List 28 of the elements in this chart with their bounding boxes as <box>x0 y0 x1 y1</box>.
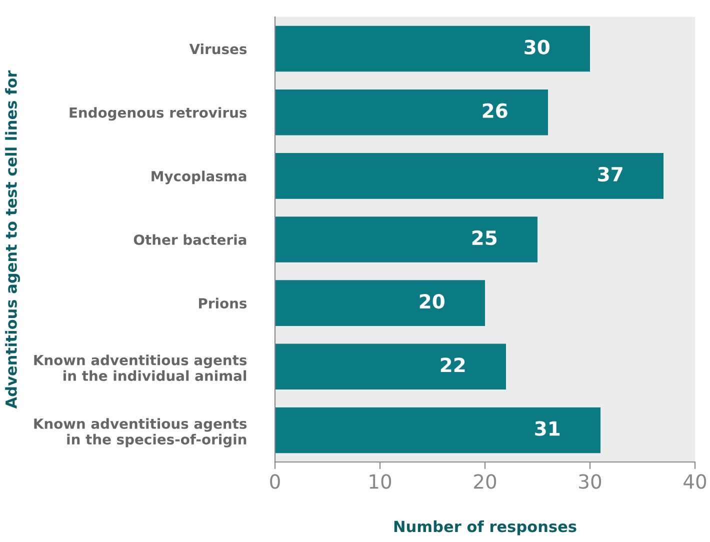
data-label: 31 <box>535 421 560 436</box>
data-label: 22 <box>440 358 465 372</box>
bar <box>275 280 485 326</box>
y-tick-label: Mycoplasma <box>152 170 246 184</box>
data-label: 25 <box>472 230 497 246</box>
y-tick-label: Viruses <box>189 44 247 54</box>
bar <box>275 216 538 262</box>
y-tick-label: Known adventitious agents in the species-of-origin <box>34 418 247 448</box>
bar <box>275 344 506 390</box>
y-tick-label: Other bacteria <box>134 234 246 245</box>
bar <box>275 89 548 136</box>
x-tick-label: 0 <box>270 474 280 489</box>
data-label: 20 <box>420 294 444 309</box>
x-tick-label: 40 <box>684 474 706 489</box>
x-tick-label: 30 <box>579 474 602 489</box>
y-axis-title: Adventitious agent to test cell lines for <box>5 70 20 409</box>
y-tick-label: Known adventitious agents in the individual animal <box>34 354 247 382</box>
bar <box>275 153 664 199</box>
y-tick-label: Prions <box>199 298 247 309</box>
x-tick-label: 20 <box>474 474 496 489</box>
y-tick-label: Endogenous retrovirus <box>70 107 247 121</box>
x-tick-label: 10 <box>370 474 392 489</box>
data-label: 26 <box>482 103 508 118</box>
bar <box>275 26 590 72</box>
bar <box>275 407 600 454</box>
data-label: 37 <box>598 166 622 182</box>
x-axis-title: Number of responses <box>394 520 576 536</box>
data-label: 30 <box>524 40 550 54</box>
